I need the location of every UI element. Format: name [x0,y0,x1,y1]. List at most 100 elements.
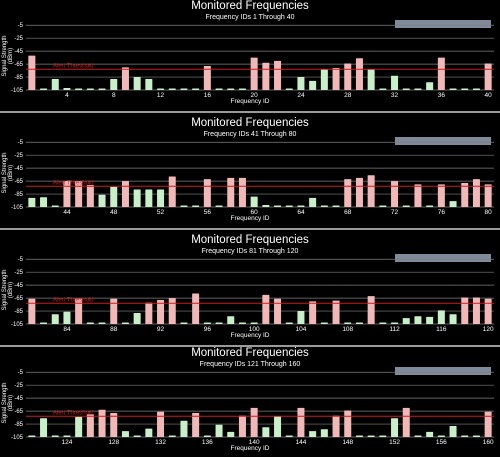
bar-freq-35 [426,82,434,90]
y-tick-label: -85 [14,422,23,428]
bar-freq-113 [402,318,410,324]
x-axis-label: Frequency ID [230,98,270,105]
bar-freq-52 [157,189,165,207]
bar-freq-23 [285,88,293,90]
bar-chart-plot: -5 -25 -45 -65 -85 -105 Alert Threshold 124 128 1… [11,367,494,446]
y-tick-label: -105 [11,435,24,441]
bar-freq-157 [449,425,457,437]
bar-freq-81 [28,298,36,324]
x-tick-label: 72 [391,209,399,216]
bar-freq-87 [98,322,106,324]
bar-freq-56 [203,179,211,207]
bar-freq-37 [449,88,457,90]
bar-freq-142 [274,416,282,437]
y-tick-label: -5 [18,257,24,263]
y-tick-label: -5 [18,140,24,146]
chart-subtitle: Frequency IDs 1 Through 40 [205,14,295,21]
bar-freq-129 [121,431,129,437]
bar-freq-95 [192,293,200,324]
bar-freq-138 [227,431,235,437]
bar-freq-156 [437,435,445,437]
x-axis-label: Frequency ID [230,215,270,222]
bar-freq-90 [133,312,141,324]
x-axis-label: Frequency ID [230,332,270,339]
bar-freq-45 [75,181,83,207]
bar-freq-154 [414,435,422,437]
bar-freq-93 [168,298,176,324]
bar-freq-82 [40,322,48,324]
bar-freq-143 [285,435,293,437]
bar-freq-91 [145,302,153,324]
bar-freq-158 [461,435,469,437]
x-tick-label: 44 [63,209,71,216]
bar-freq-86 [86,322,94,324]
x-tick-label: 48 [110,209,118,216]
bar-freq-61 [262,205,270,207]
bar-freq-110 [367,296,375,324]
bar-freq-24 [297,77,305,90]
bar-freq-77 [449,201,457,207]
bar-freq-152 [391,418,399,437]
bar-freq-62 [274,205,282,207]
chart-panel-3: Monitored Frequencies Frequency IDs 81 T… [0,234,500,344]
x-tick-label: 88 [110,326,118,333]
bar-freq-27 [332,67,340,90]
x-tick-label: 140 [249,439,260,446]
y-tick-label: -65 [14,409,23,415]
bar-freq-128 [110,413,118,437]
bar-freq-43 [51,205,59,207]
bar-freq-105 [309,301,317,324]
bar-freq-83 [51,314,59,324]
y-tick-label: -105 [11,88,24,94]
y-tick-label: -45 [14,49,23,55]
bar-freq-12 [157,88,165,90]
chart-subtitle: Frequency IDs 121 Through 160 [199,361,301,368]
bar-freq-39 [472,88,480,90]
x-tick-label: 4 [65,92,69,99]
bar-freq-89 [121,322,129,324]
x-tick-label: 112 [389,326,400,333]
legend-box [395,367,491,375]
bar-freq-9 [121,67,129,90]
bar-freq-132 [157,411,165,437]
x-tick-label: 84 [63,326,71,333]
x-tick-label: 156 [436,439,447,446]
bar-freq-134 [180,420,188,437]
bar-freq-114 [414,316,422,324]
bar-freq-73 [402,205,410,207]
bar-freq-108 [344,322,352,324]
bar-freq-147 [332,415,340,437]
bar-freq-26 [320,69,328,90]
bar-freq-49 [121,181,129,207]
bar-freq-51 [145,189,153,207]
x-tick-label: 76 [438,209,446,216]
bar-freq-97 [215,322,223,324]
bar-freq-64 [297,205,305,207]
bar-freq-136 [203,435,211,437]
bar-freq-2 [40,88,48,90]
bar-freq-36 [437,57,445,90]
x-tick-label: 52 [157,209,165,216]
x-tick-label: 80 [485,209,493,216]
legend-box [395,20,491,28]
y-tick-label: -5 [18,370,24,376]
bar-freq-85 [75,298,83,324]
bar-freq-59 [238,177,246,207]
bar-freq-104 [297,311,305,324]
bar-freq-106 [320,322,328,324]
x-tick-label: 136 [202,439,213,446]
bar-freq-116 [437,310,445,324]
bar-freq-111 [379,322,387,324]
bar-freq-151 [379,435,387,437]
bar-freq-100 [250,322,258,324]
bar-freq-29 [355,58,363,90]
bar-freq-135 [192,413,200,437]
bar-freq-54 [180,205,188,207]
bar-chart-plot: -5 -25 -45 -65 -85 -105 Alert Threshold 44 48 52 5… [11,137,494,216]
x-tick-label: 60 [251,209,259,216]
y-tick-label: -85 [14,192,23,198]
x-tick-label: 124 [62,439,73,446]
bar-freq-137 [215,424,223,437]
bar-freq-127 [98,409,106,437]
bar-freq-3 [51,78,59,90]
